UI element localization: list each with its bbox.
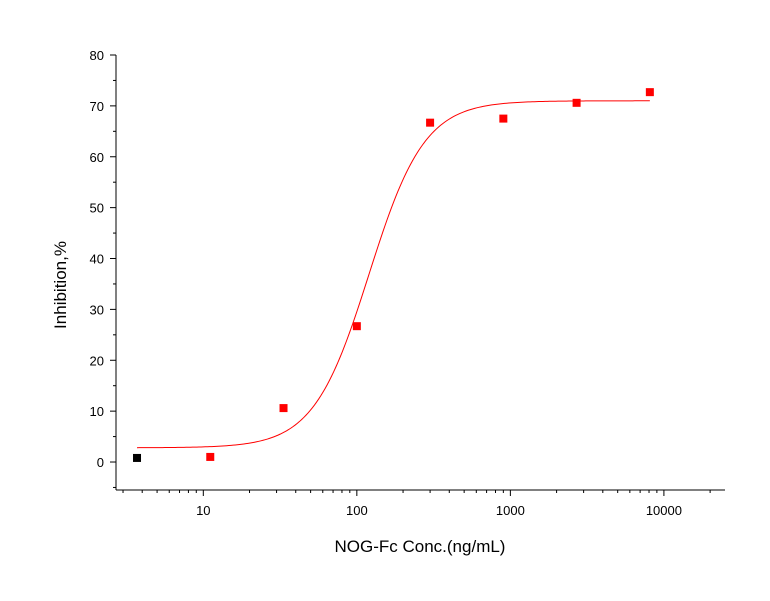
data-point [426,118,435,127]
x-axis-title: NOG-Fc Conc.(ng/mL) [335,537,506,556]
y-tick-label: 20 [90,353,104,368]
x-tick-label: 10000 [646,503,682,518]
y-minor-ticks [113,79,116,488]
x-tick-label: 1000 [496,503,525,518]
y-tick-label: 30 [90,302,104,317]
data-points [133,88,654,462]
data-point [352,322,361,331]
data-point [572,98,581,107]
data-point [279,404,288,413]
data-point [206,452,215,461]
x-tick-label: 100 [346,503,368,518]
x-tick-labels: 10 100 1000 10000 [196,503,682,518]
y-tick-label: 50 [90,201,104,216]
y-tick-label: 80 [90,48,104,63]
y-major-ticks [110,54,116,463]
data-point [499,114,508,123]
y-tick-label: 10 [90,404,104,419]
fit-curve [137,100,650,449]
x-major-ticks [202,490,665,496]
data-point [133,453,142,462]
y-tick-label: 70 [90,99,104,114]
y-axis-title: Inhibition,% [51,241,70,329]
y-tick-label: 0 [97,455,104,470]
y-tick-label: 60 [90,150,104,165]
x-tick-label: 10 [196,503,210,518]
data-point [645,88,654,97]
y-tick-labels: 0 10 20 30 40 50 60 70 80 [90,48,104,470]
y-tick-label: 40 [90,252,104,267]
